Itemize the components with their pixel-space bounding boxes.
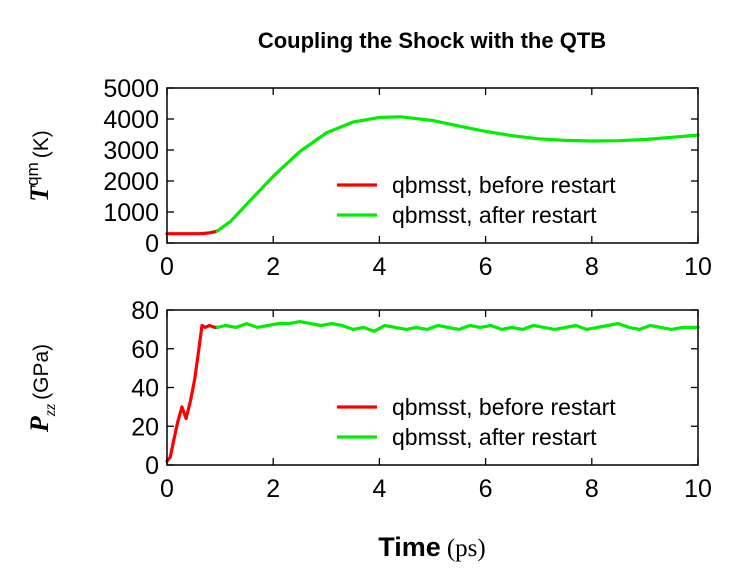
bottom-y-tick-label: 0 <box>145 452 159 480</box>
bottom-x-tick-label: 10 <box>684 475 712 503</box>
bottom-y-tick-label: 60 <box>131 336 159 364</box>
top-y-tick-label: 1000 <box>103 199 159 227</box>
bottom-y-axis-label: Pzz (GPa) <box>25 344 59 433</box>
bottom-legend-label: qbmsst, after restart <box>392 424 597 450</box>
bottom-y-tick-label: 80 <box>131 297 159 325</box>
top-x-tick-label: 0 <box>160 253 174 281</box>
top-legend: qbmsst, before restart qbmsst, after rest… <box>337 172 616 228</box>
top-ylabel-sup: qm <box>23 162 42 186</box>
top-y-tick-label: 2000 <box>103 168 159 196</box>
bottom-x-tick-label: 6 <box>479 475 493 503</box>
top-ylabel-base: T <box>25 185 54 202</box>
top-y-axis-label: Tqm (K) <box>23 130 54 202</box>
x-axis-label-unit: (ps) <box>447 535 486 562</box>
top-series-line-after-restart <box>215 115 700 233</box>
bottom-legend: qbmsst, before restart qbmsst, after rest… <box>337 394 616 450</box>
top-x-tick-label: 6 <box>479 253 493 281</box>
x-axis-label-bold: Time <box>378 532 441 562</box>
bottom-y-tick-label: 40 <box>131 375 159 403</box>
bottom-x-tick-label: 2 <box>266 475 280 503</box>
top-y-tick-label: 0 <box>145 230 159 258</box>
top-x-tick-label: 10 <box>684 253 712 281</box>
bottom-x-tick-label: 4 <box>372 475 386 503</box>
bottom-ylabel-unit: (GPa) <box>30 344 53 400</box>
top-ylabel-unit: (K) <box>30 130 53 158</box>
bottom-ylabel-base: P <box>25 415 54 433</box>
bottom-ylabel-sub: zz <box>42 403 59 417</box>
top-legend-label: qbmsst, before restart <box>392 172 616 198</box>
top-x-tick-label: 2 <box>266 253 280 281</box>
top-y-tick-label: 5000 <box>103 75 159 103</box>
x-axis-label: Time (ps) <box>378 532 485 562</box>
top-plot-frame <box>166 87 699 244</box>
bottom-legend-label: qbmsst, before restart <box>392 394 616 420</box>
chart-title: Coupling the Shock with the QTB <box>258 28 606 53</box>
top-x-tick-label: 4 <box>372 253 386 281</box>
bottom-series-line-before-restart <box>165 323 219 463</box>
bottom-x-tick-label: 8 <box>585 475 599 503</box>
top-y-tick-label: 4000 <box>103 106 159 134</box>
top-y-tick-label: 3000 <box>103 137 159 165</box>
top-series-line-before-restart <box>165 229 219 236</box>
bottom-y-tick-label: 20 <box>131 413 159 441</box>
top-x-tick-label: 8 <box>585 253 599 281</box>
top-legend-label: qbmsst, after restart <box>392 202 597 228</box>
bottom-series-line-after-restart <box>215 320 700 333</box>
bottom-x-tick-label: 0 <box>160 475 174 503</box>
